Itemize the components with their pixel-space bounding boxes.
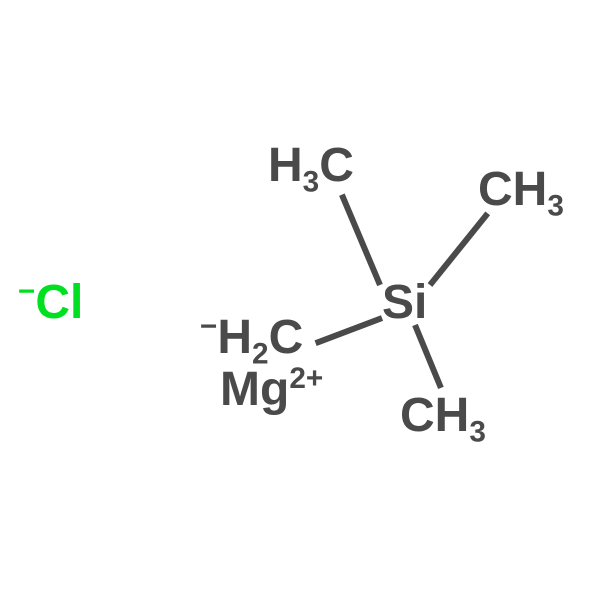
chloride-anion: −Cl bbox=[18, 275, 83, 330]
methyl-right: CH3 bbox=[478, 162, 564, 217]
molecule-canvas: −Cl Si H3C CH3 CH3 −H2C Mg2+ bbox=[0, 0, 600, 600]
bond-si-ch3-bottom bbox=[412, 324, 444, 389]
bond-si-ch3-top bbox=[339, 194, 383, 286]
bond-si-ch2 bbox=[315, 315, 383, 346]
methyl-bottom: CH3 bbox=[400, 388, 486, 443]
methyl-top: H3C bbox=[268, 138, 354, 193]
bond-si-ch3-right bbox=[428, 211, 491, 287]
silicon-atom: Si bbox=[382, 275, 427, 330]
methylene-anion: −H2C bbox=[200, 310, 303, 365]
magnesium-cation: Mg2+ bbox=[220, 362, 323, 417]
